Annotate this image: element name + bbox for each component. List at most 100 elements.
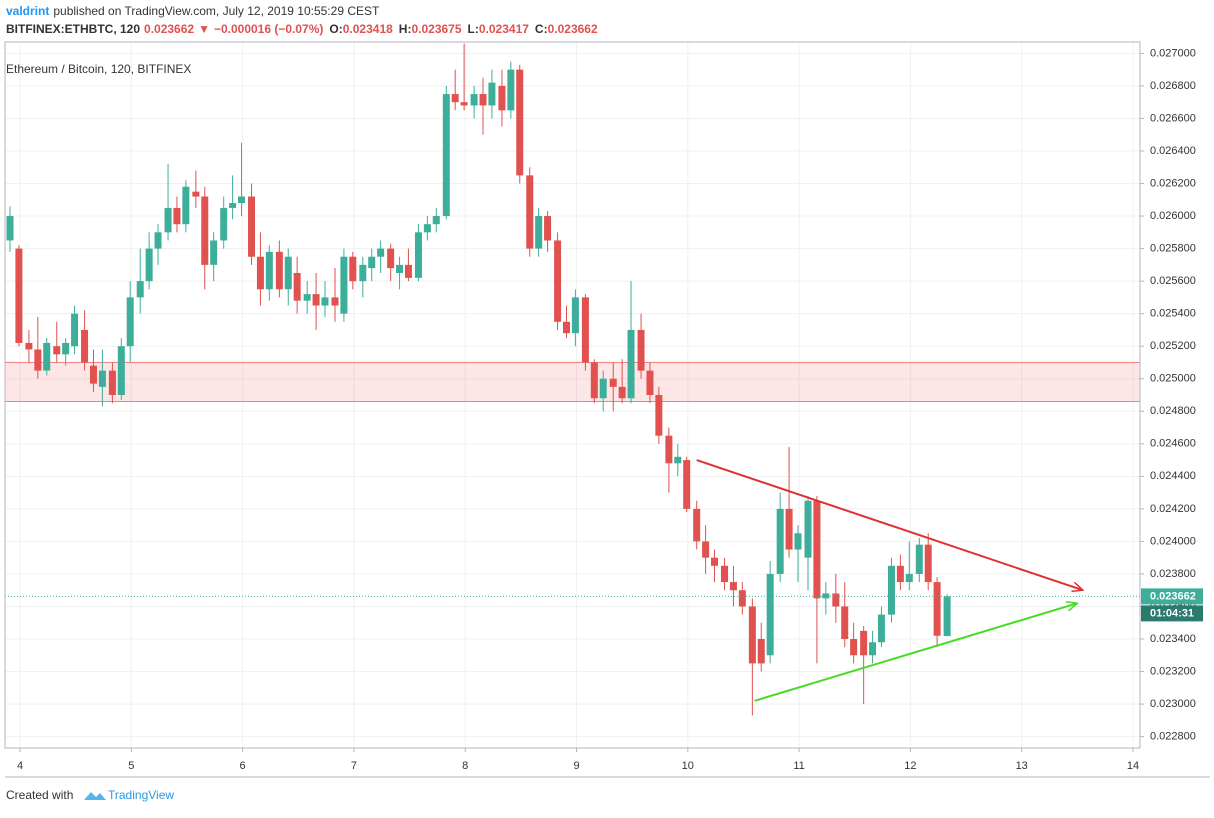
- candle-body: [869, 642, 877, 656]
- candle-body: [915, 544, 923, 574]
- y-tick-label: 0.026200: [1150, 177, 1196, 189]
- ohlc-label: L:: [468, 22, 479, 36]
- x-tick-label: 8: [462, 760, 468, 772]
- y-tick-label: 0.023200: [1150, 665, 1196, 677]
- y-tick-label: 0.026400: [1150, 145, 1196, 157]
- candle-body: [526, 175, 534, 249]
- header-line-2: BITFINEX:ETHBTC, 120 0.023662 ▼ −0.000016 (…: [6, 22, 598, 36]
- candle-body: [136, 281, 144, 298]
- candle-body: [711, 557, 719, 566]
- candle-body: [785, 508, 793, 550]
- x-tick-label: 6: [240, 760, 246, 772]
- candle-body: [265, 251, 273, 290]
- symbol: BITFINEX:ETHBTC, 120: [6, 22, 140, 36]
- candle-body: [766, 573, 774, 656]
- candle-body: [81, 329, 89, 363]
- candle-body: [832, 593, 840, 607]
- y-tick-label: 0.025400: [1150, 308, 1196, 320]
- candle-body: [905, 573, 913, 583]
- last-price-box: [1141, 588, 1203, 605]
- candle-body: [182, 186, 190, 225]
- candle-body: [321, 297, 329, 306]
- ohlc-label: H:: [399, 22, 412, 36]
- y-tick-label: 0.025000: [1150, 373, 1196, 385]
- x-tick-label: 10: [682, 760, 694, 772]
- published: published on TradingView.com, July 12, 2…: [53, 4, 380, 18]
- candle-body: [423, 224, 431, 233]
- candle-body: [877, 614, 885, 643]
- candle-body: [581, 297, 589, 363]
- candle-body: [943, 596, 951, 637]
- candle-body: [599, 378, 607, 399]
- candle-body: [396, 264, 404, 273]
- y-tick-label: 0.027000: [1150, 47, 1196, 59]
- author: valdrint: [6, 4, 49, 18]
- candle-body: [220, 207, 228, 241]
- y-tick-label: 0.024400: [1150, 470, 1196, 482]
- candle-body: [432, 216, 440, 225]
- y-tick-label: 0.024000: [1150, 535, 1196, 547]
- y-tick-label: 0.026800: [1150, 80, 1196, 92]
- candle-body: [729, 582, 737, 591]
- candle-body: [34, 349, 42, 371]
- candle-body: [210, 240, 218, 265]
- candle-body: [794, 533, 802, 550]
- countdown-label: 01:04:31: [1150, 607, 1194, 619]
- candle-body: [860, 630, 868, 656]
- candle-body: [359, 264, 367, 282]
- x-tick-label: 7: [351, 760, 357, 772]
- y-tick-label: 0.025600: [1150, 275, 1196, 287]
- candle-body: [15, 248, 23, 343]
- candle-body: [451, 94, 459, 103]
- candle-body: [460, 102, 468, 106]
- candle-body: [192, 191, 200, 197]
- ohlc-value: 0.023675: [411, 22, 461, 36]
- candle-body: [53, 346, 61, 355]
- header-line-1: valdrint published on TradingView.com, Ju…: [6, 4, 380, 18]
- ohlc-value: 0.023662: [548, 22, 598, 36]
- candle-body: [145, 248, 153, 282]
- candle-body: [414, 232, 422, 278]
- candle-body: [535, 216, 543, 249]
- y-tick-label: 0.024600: [1150, 438, 1196, 450]
- y-tick-label: 0.024800: [1150, 405, 1196, 417]
- candle-body: [554, 240, 562, 322]
- candle-body: [655, 395, 663, 436]
- plot: [4, 42, 1141, 748]
- candle-body: [637, 329, 645, 371]
- candle-body: [470, 94, 478, 106]
- ohlc-value: 0.023418: [343, 22, 393, 36]
- y-tick-label: 0.024200: [1150, 503, 1196, 515]
- candle-body: [618, 386, 626, 399]
- candle-body: [108, 370, 116, 395]
- y-tick-label: 0.025200: [1150, 340, 1196, 352]
- arrow: ▼: [198, 22, 210, 36]
- candle-body: [164, 207, 172, 233]
- footer-brand: TradingView: [108, 788, 174, 802]
- candle-body: [293, 272, 301, 301]
- y-tick-label: 0.023400: [1150, 633, 1196, 645]
- y-tick-label: 0.023000: [1150, 698, 1196, 710]
- candle-body: [368, 256, 376, 269]
- candle-body: [238, 196, 246, 204]
- candle-body: [933, 582, 941, 636]
- candle-body: [117, 346, 125, 395]
- ohlc-value: 0.023417: [479, 22, 529, 36]
- y-tick-label: 0.026600: [1150, 112, 1196, 124]
- x-tick-label: 5: [128, 760, 134, 772]
- x-tick-label: 13: [1016, 760, 1028, 772]
- legend: Ethereum / Bitcoin, 120, BITFINEX: [6, 62, 191, 76]
- candle-body: [609, 378, 617, 387]
- trend-line: [696, 459, 1083, 590]
- candle-body: [498, 85, 506, 111]
- candle-body: [841, 606, 849, 640]
- trend-line: [754, 603, 1078, 702]
- candle-body: [377, 248, 385, 257]
- candle-body: [488, 82, 496, 106]
- candle-body: [71, 313, 79, 347]
- candle-body: [62, 342, 70, 355]
- candle-body: [544, 216, 552, 241]
- countdown-box: [1141, 605, 1203, 622]
- candle-body: [738, 590, 746, 607]
- candle-body: [256, 256, 264, 290]
